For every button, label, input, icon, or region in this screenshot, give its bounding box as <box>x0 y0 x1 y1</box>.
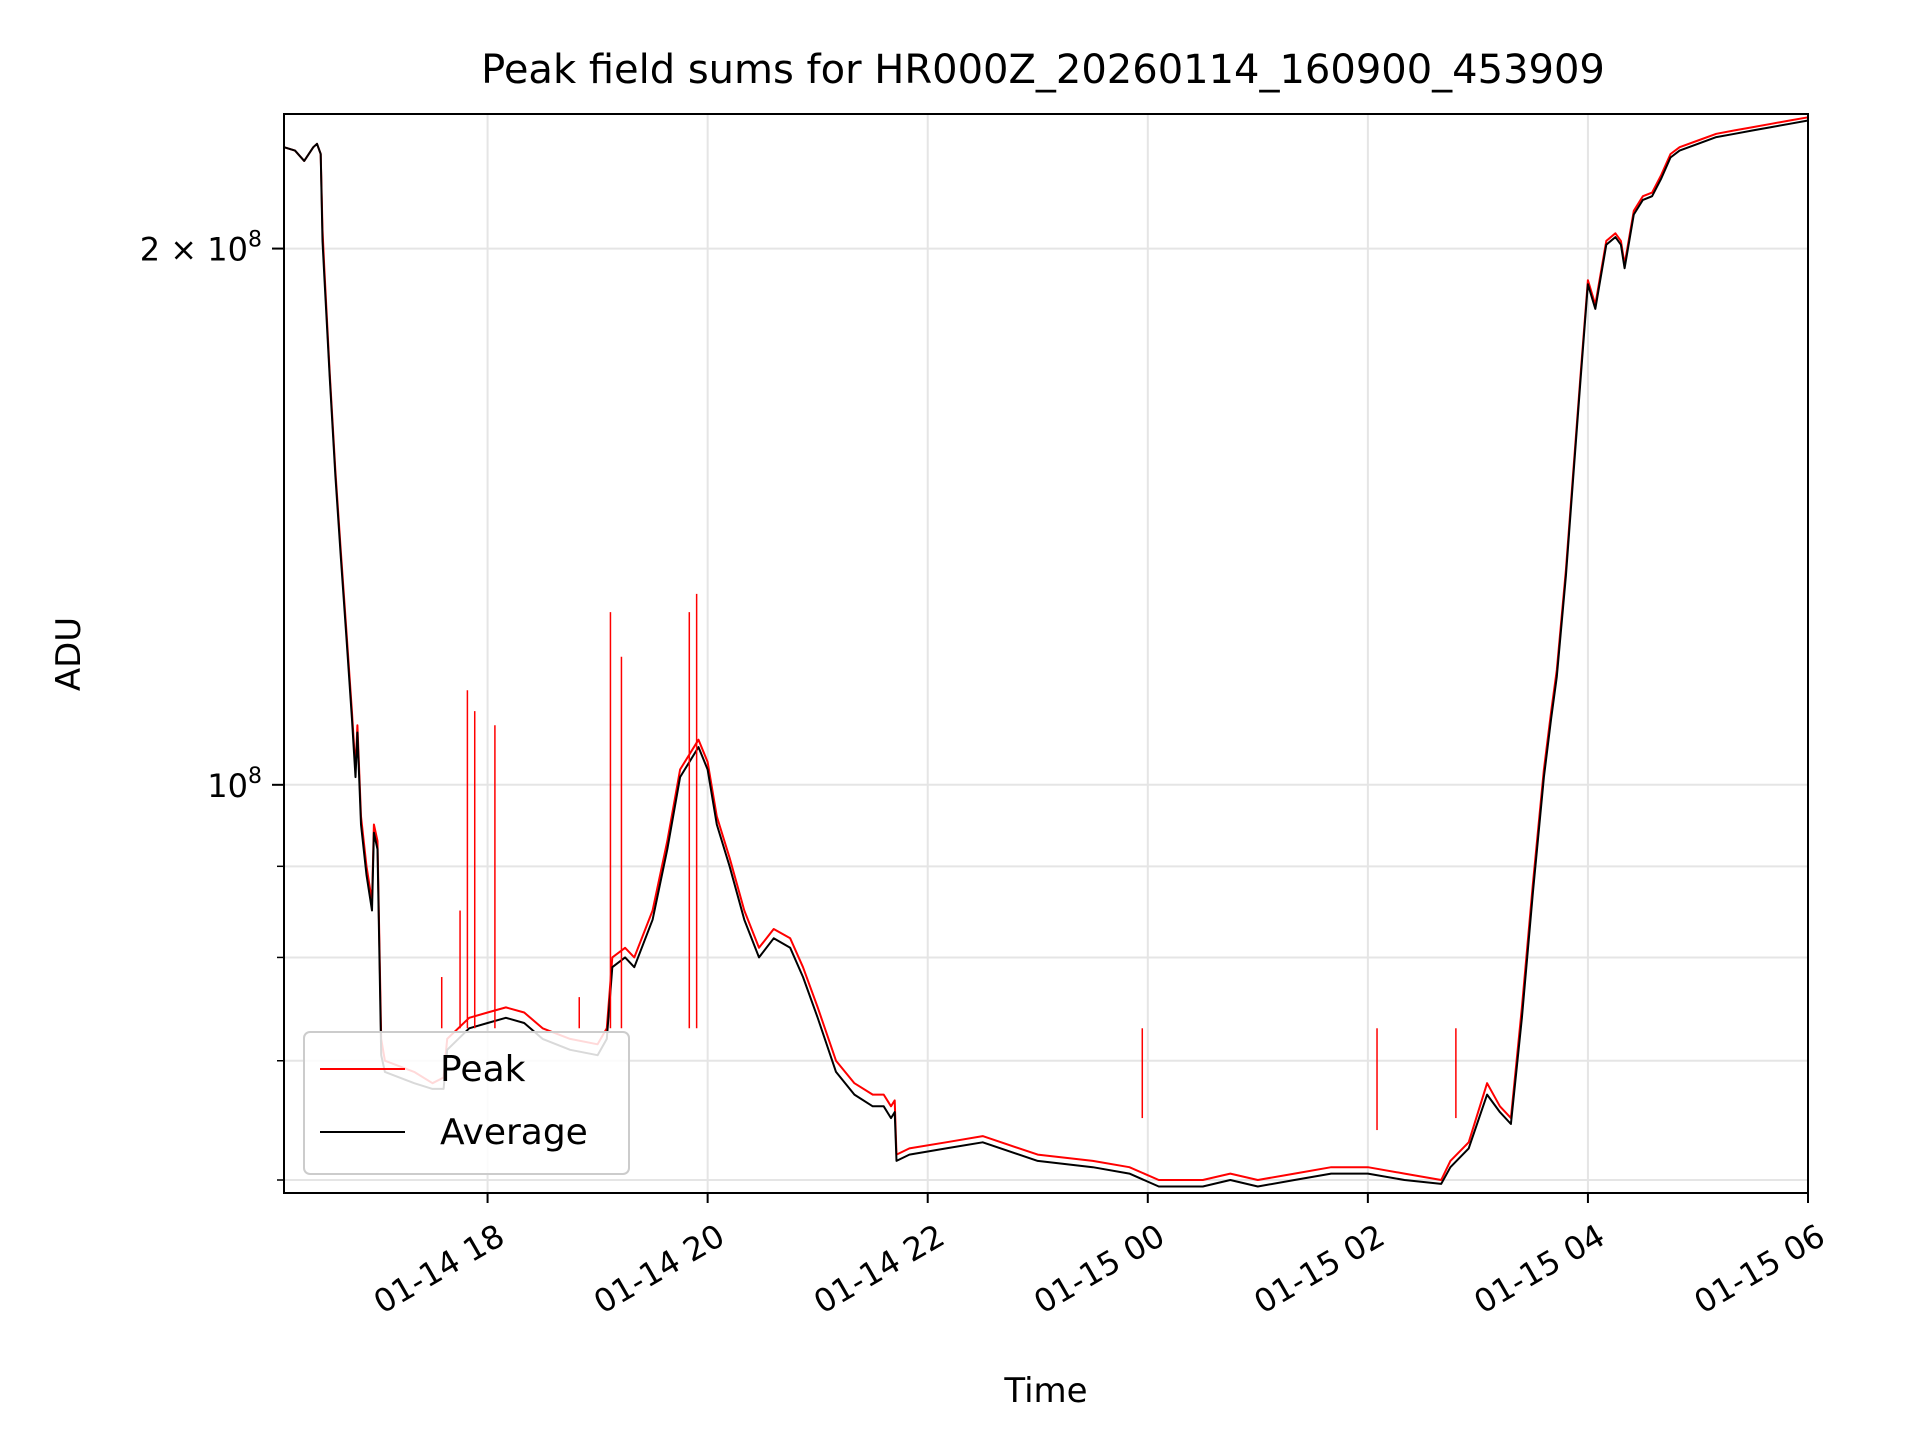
x-axis-label: Time <box>1003 1371 1087 1411</box>
legend-label-average: Average <box>440 1112 588 1153</box>
series-line-average <box>283 119 1809 1188</box>
y-tick-base: 10 <box>207 231 248 269</box>
y-tick-mant: 2 <box>140 231 160 269</box>
legend-label-peak: Peak <box>440 1049 526 1090</box>
chart-title: Peak field sums for HR000Z_20260114_1609… <box>481 47 1605 93</box>
legend: Peak Average <box>303 1031 630 1175</box>
y-tick-label: 2 × 108 <box>140 228 262 269</box>
y-tick-exp: 8 <box>248 228 262 253</box>
legend-box <box>303 1031 630 1175</box>
y-tick-times: × <box>160 231 207 269</box>
y-tick-base: 10 <box>207 767 248 805</box>
y-tick-label: 108 <box>207 764 262 805</box>
y-axis-label: ADU <box>49 617 89 691</box>
y-tick-exp: 8 <box>248 764 262 789</box>
series-layer <box>283 116 1809 1188</box>
plot-frame <box>283 113 1809 1194</box>
